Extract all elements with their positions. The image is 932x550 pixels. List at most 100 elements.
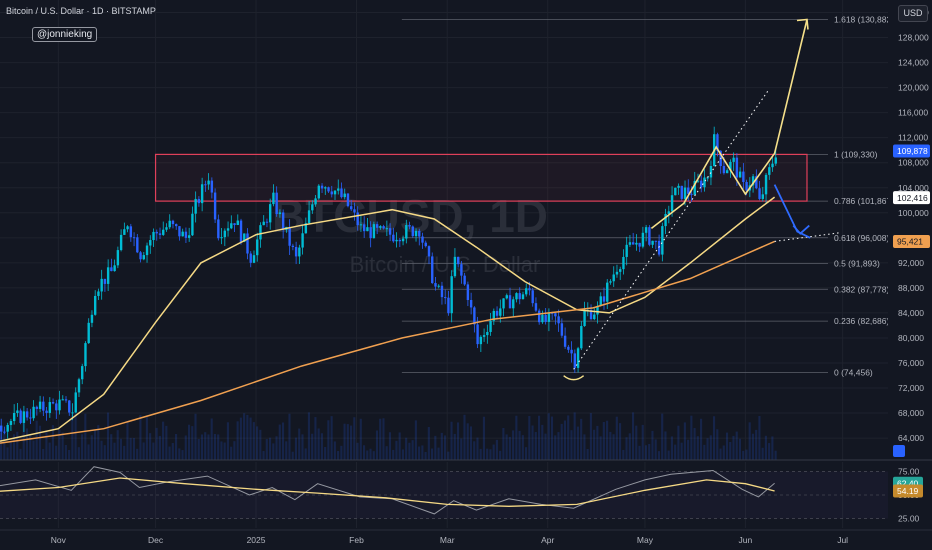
candle-body — [106, 267, 110, 284]
candle-body — [456, 256, 460, 265]
candle-body — [32, 406, 35, 419]
candle-body — [398, 239, 402, 242]
volume-bar — [178, 448, 181, 460]
price-axis-label: 124,000 — [898, 58, 929, 68]
candle-body — [725, 170, 729, 174]
candle-body — [716, 134, 719, 151]
volume-bar — [479, 448, 482, 460]
volume-bar — [674, 444, 677, 460]
candle-body — [615, 271, 619, 275]
candle-body — [51, 402, 55, 404]
candle-body — [408, 225, 411, 227]
volume-bar — [440, 432, 443, 460]
volume-bar — [576, 426, 579, 460]
volume-bar — [683, 422, 686, 460]
candle-body — [294, 246, 298, 257]
watermark-symbol: BTCUSD, 1D — [272, 190, 548, 242]
candle-body — [158, 233, 162, 235]
projection-bear-path — [773, 184, 811, 239]
volume-bar — [158, 435, 161, 460]
volume-bar — [515, 415, 518, 460]
candle-body — [667, 211, 671, 214]
volume-bar — [751, 433, 754, 460]
volume-bar — [162, 421, 165, 460]
volume-bar — [268, 437, 272, 460]
candle-body — [764, 174, 768, 195]
volume-bar — [236, 421, 239, 460]
volume-bar — [382, 418, 385, 460]
volume-bar — [761, 447, 764, 460]
volume-bar — [521, 435, 524, 460]
candle-body — [353, 209, 356, 213]
volume-bar — [395, 440, 398, 460]
volume-bar — [220, 441, 223, 460]
candle-body — [162, 229, 165, 235]
volume-bar — [421, 445, 424, 460]
candle-body — [628, 242, 632, 245]
volume-bar — [392, 449, 395, 460]
volume-bar — [583, 434, 586, 460]
candle-body — [670, 195, 674, 212]
candle-body — [482, 335, 486, 337]
volume-bar — [6, 447, 9, 460]
volume-bar — [181, 450, 184, 460]
rsi-axis-label: 25.00 — [898, 514, 920, 524]
price-axis-label: 72,000 — [898, 383, 924, 393]
price-axis-label: 100,000 — [898, 208, 929, 218]
candle-body — [596, 305, 599, 315]
currency-button[interactable]: USD — [898, 5, 928, 22]
candle-body — [320, 185, 324, 189]
volume-bar — [298, 428, 301, 460]
candle-body — [418, 230, 421, 237]
volume-bar — [460, 438, 463, 460]
volume-bar — [9, 442, 12, 460]
volume-bar — [233, 441, 236, 460]
volume-bar — [152, 442, 155, 460]
candle-body — [437, 285, 440, 287]
candle-body — [427, 246, 431, 257]
time-axis-label: 2025 — [247, 535, 266, 545]
candle-body — [495, 310, 499, 316]
volume-tag — [893, 445, 905, 457]
volume-bar — [596, 425, 599, 460]
candle-body — [230, 223, 233, 229]
candle-body — [450, 276, 453, 314]
candle-body — [531, 290, 534, 304]
volume-bar — [696, 436, 699, 460]
candle-body — [81, 366, 84, 380]
candle-body — [252, 255, 256, 263]
volume-bar — [252, 422, 255, 460]
volume-bar — [132, 437, 135, 460]
candle-body — [447, 297, 450, 314]
candle-body — [382, 226, 385, 229]
volume-bar — [359, 418, 362, 460]
volume-bar — [184, 435, 187, 460]
candle-body — [175, 224, 178, 227]
volume-bar — [81, 434, 84, 460]
volume-bar — [25, 428, 29, 460]
volume-bar — [317, 428, 320, 460]
candle-body — [223, 230, 227, 238]
candle-body — [165, 227, 168, 230]
price-axis: 64,000 68,000 72,000 76,000 80,000 84,000 88,0… — [888, 0, 932, 550]
candle-body — [489, 320, 492, 332]
time-axis-label: Nov — [51, 535, 67, 545]
candle-body — [411, 226, 414, 237]
volume-bar — [414, 420, 417, 460]
candle-body — [528, 288, 531, 291]
candle-body — [259, 225, 262, 240]
candle-body — [119, 234, 123, 251]
candle-body — [220, 237, 223, 239]
volume-bar — [466, 423, 469, 460]
candle-body — [768, 167, 771, 175]
candle-body — [453, 256, 457, 277]
volume-bar — [486, 448, 489, 460]
candle-body — [392, 234, 395, 242]
candle-body — [136, 237, 139, 253]
candle-body — [706, 177, 709, 179]
volume-bar — [256, 426, 259, 460]
candle-body — [683, 187, 687, 199]
fib-level-label: 0.786 (101,867) — [834, 196, 894, 206]
volume-bar — [631, 412, 635, 460]
